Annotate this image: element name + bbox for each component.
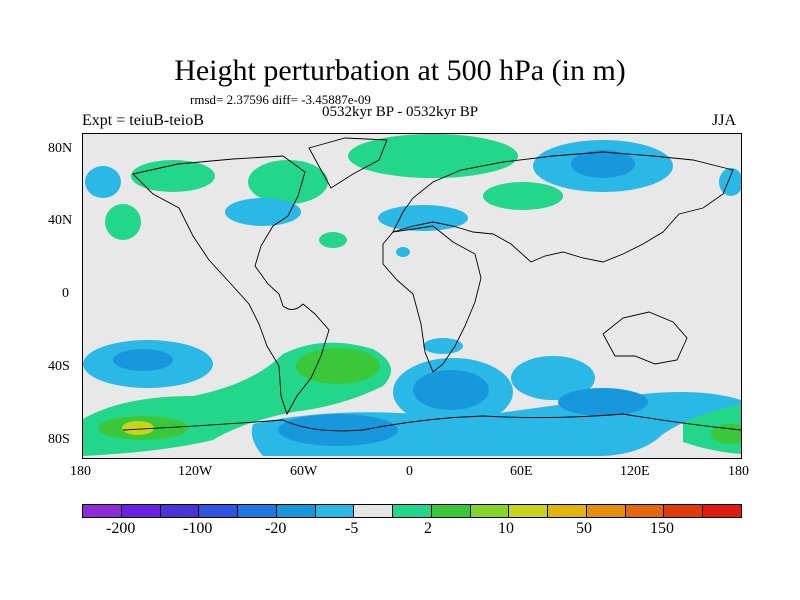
colorbar-label: -100 [183,520,213,537]
anomaly-region [483,182,563,210]
americas-coastline [132,155,330,416]
anomaly-region [558,388,648,416]
colorbar-label: 150 [650,520,674,537]
anomaly-region [396,247,410,257]
africa-coastline [382,225,482,373]
anomaly-region [423,338,463,354]
colorbar-label: 2 [424,520,432,537]
lon-tick-label: 120W [178,464,213,479]
colorbar-box [470,505,510,517]
colorbar [82,504,742,518]
anomaly-region [105,204,141,240]
colorbar-box [83,505,122,517]
colorbar-box [625,505,665,517]
stats-line: rmsd= 2.37596 diff= -3.45887e-09 [190,92,371,107]
colorbar-box [238,505,277,517]
experiment-label: Expt = teiuB-teioB [82,112,204,129]
anomaly-region [122,421,154,435]
antarctica-coastline [122,413,741,432]
anomaly-region [348,134,518,178]
map-panel [82,133,742,459]
australia-coastline [602,311,688,365]
colorbar-box [160,505,200,517]
lon-tick-label: 0 [406,464,413,479]
colorbar-box [664,505,704,517]
lat-tick-label: 40N [48,213,73,228]
anomaly-region [278,414,398,446]
colorbar-box [509,505,549,517]
colorbar-box [586,505,626,517]
colorbar-box [548,505,587,517]
anomaly-region [296,348,380,384]
anomaly-region [319,232,347,248]
anomaly-region [225,198,301,226]
colorbar-box [315,505,355,517]
lat-tick-label: 80S [48,432,70,447]
anomaly-region [131,160,215,192]
colorbar-box [393,505,432,517]
lat-tick-label: 40S [48,359,70,374]
greenland-coastline [308,137,388,189]
anomaly-region [85,166,121,198]
map-title: Height perturbation at 500 hPa (in m) [174,54,626,87]
colorbar-box [121,505,161,517]
colorbar-label: 10 [498,520,514,537]
lon-tick-label: 60W [290,464,318,479]
colorbar-label: -20 [265,520,287,537]
anomaly-region [248,160,328,204]
anomaly-region [719,168,741,196]
lon-tick-label: 180 [70,464,91,479]
lon-tick-label: 60E [510,464,533,479]
colorbar-box [431,505,471,517]
colorbar-box [276,505,316,517]
map-field [83,134,741,456]
colorbar-box [354,505,394,517]
eurasia-coastline [392,151,734,263]
colorbar-label: 50 [576,520,592,537]
colorbar-box [703,505,742,517]
anomaly-region [113,349,173,371]
season-label: JJA [712,112,737,129]
lon-tick-label: 120E [620,464,650,479]
lat-tick-label: 0 [62,286,69,301]
lat-tick-label: 80N [48,141,73,156]
anomaly-region [571,150,635,178]
colorbar-label: -200 [106,520,136,537]
colorbar-box [199,505,239,517]
coastlines [122,137,741,432]
negative-anomaly-regions [83,140,741,456]
colorbar-label: -5 [345,520,359,537]
period-label: 0532kyr BP - 0532kyr BP [322,104,479,120]
anomaly-region [511,356,595,400]
anomaly-region [413,370,489,410]
lon-tick-label: 180 [728,464,749,479]
